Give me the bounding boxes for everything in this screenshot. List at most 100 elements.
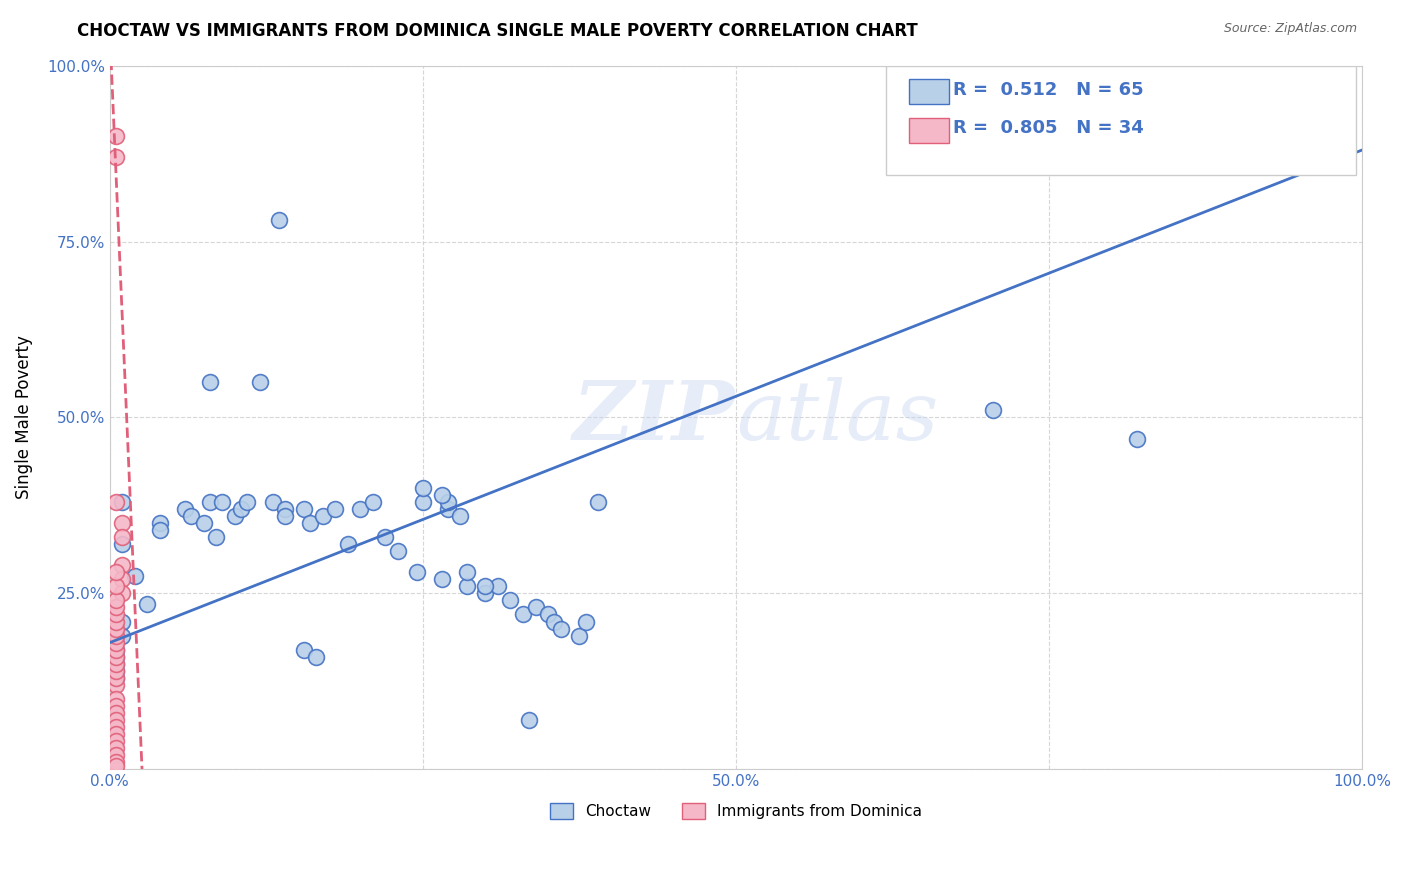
Point <box>236 495 259 509</box>
Point <box>274 502 297 516</box>
Point <box>149 523 172 537</box>
Point <box>105 657 128 671</box>
Point <box>224 508 246 523</box>
Point <box>105 649 128 664</box>
Point <box>105 678 128 692</box>
Point <box>524 600 547 615</box>
Point <box>437 495 460 509</box>
Point <box>205 530 228 544</box>
Point <box>105 720 128 734</box>
Text: CHOCTAW VS IMMIGRANTS FROM DOMINICA SINGLE MALE POVERTY CORRELATION CHART: CHOCTAW VS IMMIGRANTS FROM DOMINICA SING… <box>77 22 918 40</box>
Point <box>180 508 202 523</box>
Point <box>405 566 427 580</box>
Point <box>568 629 591 643</box>
FancyBboxPatch shape <box>886 66 1355 175</box>
Point <box>274 508 297 523</box>
Point <box>111 615 134 629</box>
Point <box>323 502 346 516</box>
Point <box>1125 432 1147 446</box>
Point <box>105 713 128 727</box>
Point <box>111 495 134 509</box>
Point <box>336 537 359 551</box>
Point <box>105 671 128 685</box>
FancyBboxPatch shape <box>908 118 949 143</box>
Point <box>198 376 221 390</box>
Point <box>231 502 253 516</box>
Point <box>474 579 496 593</box>
Point <box>486 579 509 593</box>
Point <box>550 622 572 636</box>
Point <box>981 403 1004 417</box>
Point <box>111 530 134 544</box>
Point <box>124 568 146 582</box>
Point <box>105 727 128 741</box>
Point <box>105 579 128 593</box>
Point <box>474 586 496 600</box>
Point <box>456 566 478 580</box>
Point <box>349 502 371 516</box>
Point <box>111 586 134 600</box>
Point <box>105 642 128 657</box>
Text: R =  0.805   N = 34: R = 0.805 N = 34 <box>952 119 1143 137</box>
Point <box>105 698 128 713</box>
Point <box>105 706 128 720</box>
Point <box>299 516 322 530</box>
Point <box>361 495 384 509</box>
Point <box>262 495 284 509</box>
Point <box>449 508 471 523</box>
Point <box>292 502 315 516</box>
Point <box>105 734 128 748</box>
Point <box>105 642 128 657</box>
Point <box>537 607 560 622</box>
Point <box>499 593 522 607</box>
Point <box>305 649 328 664</box>
Point <box>311 508 333 523</box>
Text: ZIP: ZIP <box>574 377 735 458</box>
Point <box>412 481 434 495</box>
Point <box>173 502 195 516</box>
Point <box>105 622 128 636</box>
Point <box>387 544 409 558</box>
Point <box>198 495 221 509</box>
Point <box>437 502 460 516</box>
Point <box>586 495 609 509</box>
Point <box>105 692 128 706</box>
FancyBboxPatch shape <box>908 79 949 104</box>
Point <box>105 593 128 607</box>
Point <box>249 376 271 390</box>
Point <box>105 566 128 580</box>
Point <box>105 664 128 678</box>
Text: R =  0.512   N = 65: R = 0.512 N = 65 <box>952 81 1143 99</box>
Point <box>105 741 128 756</box>
Point <box>412 495 434 509</box>
Point <box>105 615 128 629</box>
Point <box>105 635 128 649</box>
Point <box>111 537 134 551</box>
Point <box>430 572 453 586</box>
Legend: Choctaw, Immigrants from Dominica: Choctaw, Immigrants from Dominica <box>544 797 928 825</box>
Point <box>430 488 453 502</box>
Point <box>105 632 128 647</box>
Point <box>136 597 159 611</box>
Point <box>149 516 172 530</box>
Point <box>267 213 290 227</box>
Point <box>105 756 128 770</box>
Point <box>211 495 233 509</box>
Point <box>105 495 128 509</box>
Point <box>543 615 565 629</box>
Point <box>105 128 128 143</box>
Point <box>105 671 128 685</box>
Point <box>105 657 128 671</box>
Point <box>111 558 134 573</box>
Point <box>193 516 215 530</box>
Point <box>105 600 128 615</box>
Point <box>105 759 128 773</box>
Point <box>517 713 540 727</box>
Point <box>512 607 534 622</box>
Y-axis label: Single Male Poverty: Single Male Poverty <box>15 335 32 500</box>
Point <box>105 629 128 643</box>
Point <box>105 649 128 664</box>
Point <box>292 642 315 657</box>
Point <box>105 664 128 678</box>
Point <box>456 579 478 593</box>
